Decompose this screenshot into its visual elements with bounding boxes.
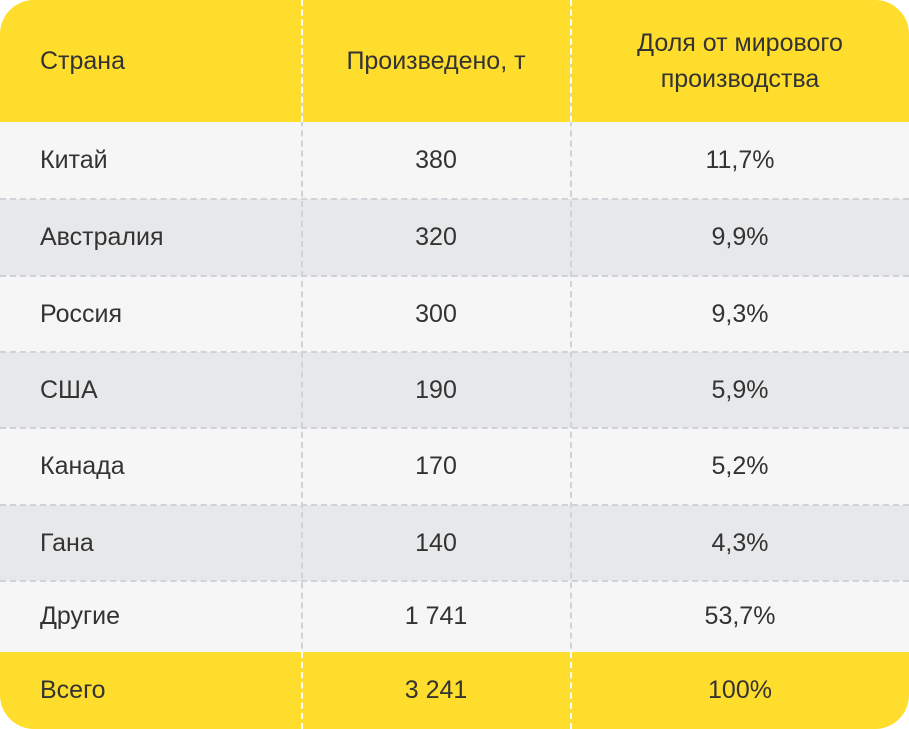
- cell-country: Другие: [40, 602, 121, 630]
- cell-share: 9,9%: [711, 223, 769, 251]
- row-divider: [0, 427, 909, 429]
- column-divider: [570, 0, 572, 729]
- total-share: 100%: [708, 676, 772, 704]
- cell-country: Австралия: [40, 223, 164, 251]
- row-divider: [0, 580, 909, 582]
- column-divider: [301, 652, 303, 729]
- cell-country: Россия: [40, 299, 122, 328]
- cell-share: 11,7%: [705, 146, 775, 174]
- row-divider: [0, 275, 909, 277]
- column-divider: [301, 0, 303, 122]
- row-divider: [0, 504, 909, 506]
- column-divider: [570, 0, 572, 122]
- table-row: Китай 380 11,7%: [0, 122, 909, 199]
- row-divider: [0, 198, 909, 200]
- cell-country: Гана: [40, 528, 94, 557]
- header-produced: Произведено, т: [346, 46, 526, 75]
- column-divider: [570, 652, 572, 729]
- cell-country: США: [40, 375, 98, 404]
- table-row: Другие 1 741 53,7%: [0, 581, 909, 652]
- total-produced: 3 241: [404, 676, 468, 704]
- total-label: Всего: [40, 676, 106, 704]
- cell-produced: 190: [415, 375, 457, 404]
- cell-produced: 140: [415, 528, 457, 557]
- column-divider: [301, 0, 303, 729]
- row-divider: [0, 351, 909, 353]
- table-header: Страна Произведено, т Доля от мирового п…: [0, 0, 909, 122]
- cell-share: 4,3%: [711, 528, 769, 557]
- header-share: Доля от мирового производства: [637, 29, 843, 93]
- cell-share: 5,9%: [711, 375, 769, 404]
- cell-produced: 300: [415, 299, 457, 328]
- cell-share: 5,2%: [711, 452, 769, 480]
- cell-share: 9,3%: [711, 299, 769, 328]
- table-total-row: Всего 3 241 100%: [0, 652, 909, 729]
- cell-country: Канада: [40, 452, 125, 480]
- table-row: Канада 170 5,2%: [0, 428, 909, 505]
- table-row: Австралия 320 9,9%: [0, 199, 909, 276]
- cell-produced: 320: [415, 223, 457, 251]
- cell-produced: 170: [415, 452, 457, 480]
- cell-country: Китай: [40, 146, 108, 174]
- table-row: Гана 140 4,3%: [0, 505, 909, 581]
- cell-produced: 1 741: [404, 602, 468, 630]
- header-country: Страна: [40, 46, 126, 75]
- table-row: Россия 300 9,3%: [0, 276, 909, 352]
- cell-produced: 380: [415, 146, 457, 174]
- table-row: США 190 5,9%: [0, 352, 909, 428]
- cell-share: 53,7%: [704, 602, 776, 630]
